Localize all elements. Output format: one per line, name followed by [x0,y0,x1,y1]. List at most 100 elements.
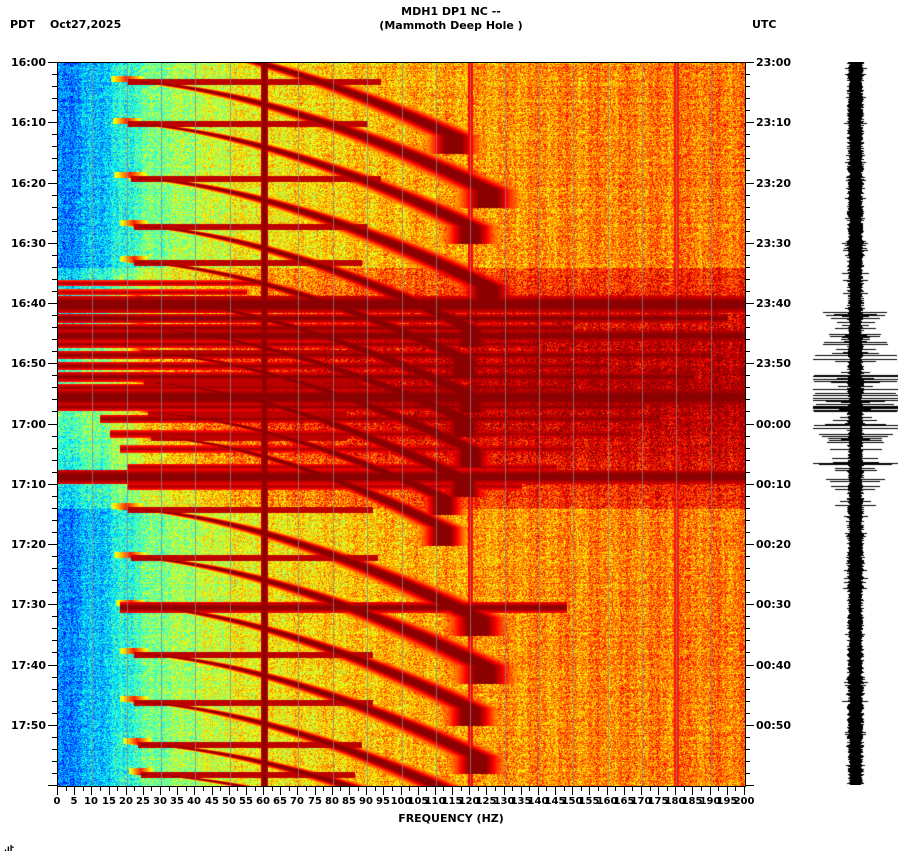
freq-tick-major [538,786,539,795]
time-tick-major [745,725,754,726]
freq-tick-minor [426,786,427,791]
time-tick-major [48,183,57,184]
freq-tick-minor [169,786,170,791]
time-label-pdt: 17:50 [10,719,46,732]
time-tick-minor [745,86,750,87]
freq-tick-major [504,786,505,795]
freq-label: 40 [187,796,201,807]
freq-tick-major [315,786,316,795]
freq-tick-major [143,786,144,795]
time-label-pdt: 16:40 [10,297,46,310]
time-tick-minor [745,737,750,738]
time-tick-minor [745,508,750,509]
time-tick-major [745,484,754,485]
time-tick-minor [52,640,57,641]
time-tick-minor [52,267,57,268]
time-tick-major [745,544,754,545]
freq-tick-major [555,786,556,795]
freq-label: 150 [561,796,583,807]
time-tick-minor [52,737,57,738]
freq-tick-minor [340,786,341,791]
time-tick-minor [52,339,57,340]
time-tick-minor [52,291,57,292]
time-tick-minor [745,652,750,653]
freq-label: 85 [342,796,356,807]
time-tick-minor [52,170,57,171]
freq-tick-major [589,786,590,795]
time-tick-minor [745,255,750,256]
freq-tick-minor [203,786,204,791]
spectrogram-canvas[interactable] [58,63,745,786]
freq-tick-minor [529,786,530,791]
time-tick-minor [52,508,57,509]
freq-label: 125 [475,796,497,807]
time-tick-minor [52,592,57,593]
freq-label: 175 [647,796,669,807]
freq-tick-major [177,786,178,795]
time-tick-minor [745,207,750,208]
time-tick-major [48,424,57,425]
freq-tick-major [624,786,625,795]
time-tick-minor [52,279,57,280]
freq-label: 50 [222,796,236,807]
time-tick-minor [745,689,750,690]
time-label-pdt: 17:30 [10,598,46,611]
spectrogram-plot[interactable] [57,62,746,787]
time-tick-minor [52,375,57,376]
time-tick-minor [745,460,750,461]
freq-label: 200 [733,796,755,807]
freq-tick-major [246,786,247,795]
freq-tick-major [658,786,659,795]
freq-label: 5 [70,796,78,807]
time-tick-minor [745,399,750,400]
time-tick-major [745,665,754,666]
time-tick-minor [745,339,750,340]
time-tick-minor [745,436,750,437]
freq-tick-minor [461,786,462,791]
freq-tick-minor [186,786,187,791]
freq-label: 115 [441,796,463,807]
time-tick-minor [52,556,57,557]
time-tick-minor [745,219,750,220]
freq-tick-major [332,786,333,795]
freq-tick-major [641,786,642,795]
freq-label: 130 [493,796,515,807]
time-label-utc: 00:50 [756,719,792,732]
freq-tick-major [349,786,350,795]
freq-tick-major [435,786,436,795]
time-tick-minor [745,773,750,774]
freq-tick-major [212,786,213,795]
time-tick-minor [745,387,750,388]
time-tick-minor [52,195,57,196]
time-tick-minor [745,291,750,292]
time-tick-minor [52,327,57,328]
time-label-utc: 00:20 [756,538,792,551]
freq-label: 55 [239,796,253,807]
freq-tick-minor [409,786,410,791]
time-tick-minor [52,460,57,461]
freq-tick-major [675,786,676,795]
time-label-utc: 23:10 [756,116,792,129]
time-tick-minor [745,327,750,328]
time-tick-minor [52,207,57,208]
time-tick-minor [52,568,57,569]
freq-label: 60 [256,796,270,807]
freq-tick-minor [306,786,307,791]
time-tick-minor [745,279,750,280]
freq-label: 35 [170,796,184,807]
freq-tick-minor [735,786,736,791]
freq-label: 185 [681,796,703,807]
time-tick-minor [745,713,750,714]
freq-label: 170 [630,796,652,807]
freq-tick-minor [512,786,513,791]
freq-tick-minor [615,786,616,791]
time-tick-minor [745,520,750,521]
time-tick-major [745,243,754,244]
time-tick-minor [52,580,57,581]
time-tick-minor [745,74,750,75]
time-tick-minor [52,616,57,617]
freq-tick-minor [255,786,256,791]
time-tick-minor [52,231,57,232]
time-tick-major [745,183,754,184]
